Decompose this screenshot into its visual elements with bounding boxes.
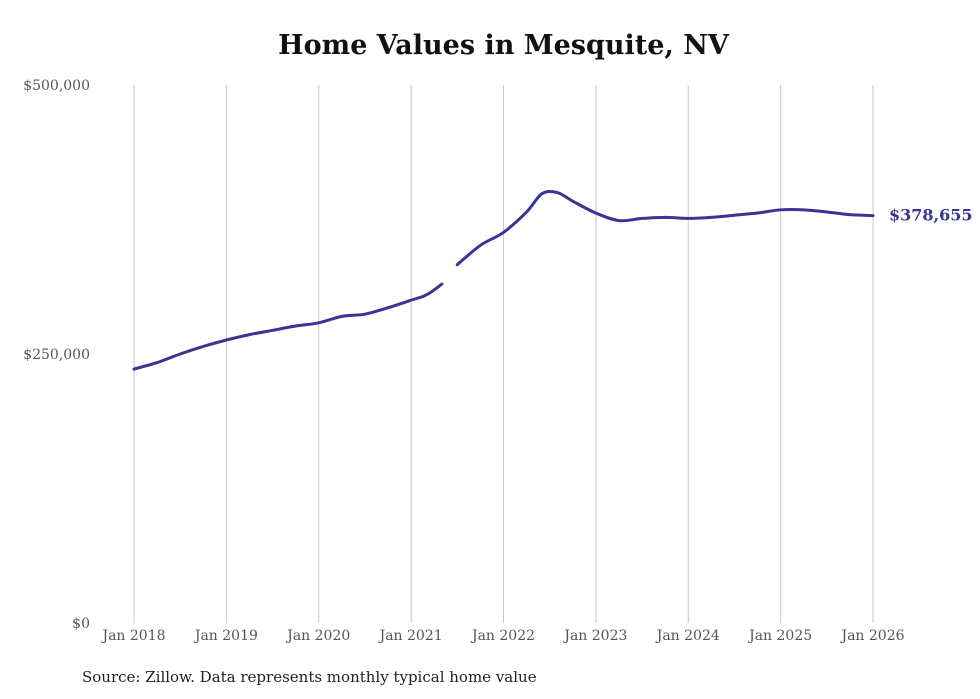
x-tick-label: Jan 2018 — [100, 628, 165, 644]
x-tick-label: Jan 2019 — [193, 628, 258, 644]
x-tick-label: Jan 2024 — [655, 628, 720, 644]
y-tick-label: $0 — [72, 616, 90, 632]
series-line — [132, 282, 444, 371]
x-tick-label: Jan 2022 — [470, 628, 535, 644]
x-tick-label: Jan 2026 — [839, 628, 904, 644]
source-note: Source: Zillow. Data represents monthly … — [82, 668, 537, 686]
x-tick-label: Jan 2025 — [747, 628, 812, 644]
x-tick-label: Jan 2021 — [378, 628, 443, 644]
chart-title: Home Values in Mesquite, NV — [278, 30, 729, 61]
y-tick-label: $500,000 — [23, 78, 90, 94]
end-value-label: $378,655 — [889, 206, 973, 225]
x-tick-label: Jan 2023 — [562, 628, 627, 644]
y-tick-label: $250,000 — [23, 347, 90, 363]
x-tick-label: Jan 2020 — [285, 628, 350, 644]
series-line — [455, 189, 875, 267]
